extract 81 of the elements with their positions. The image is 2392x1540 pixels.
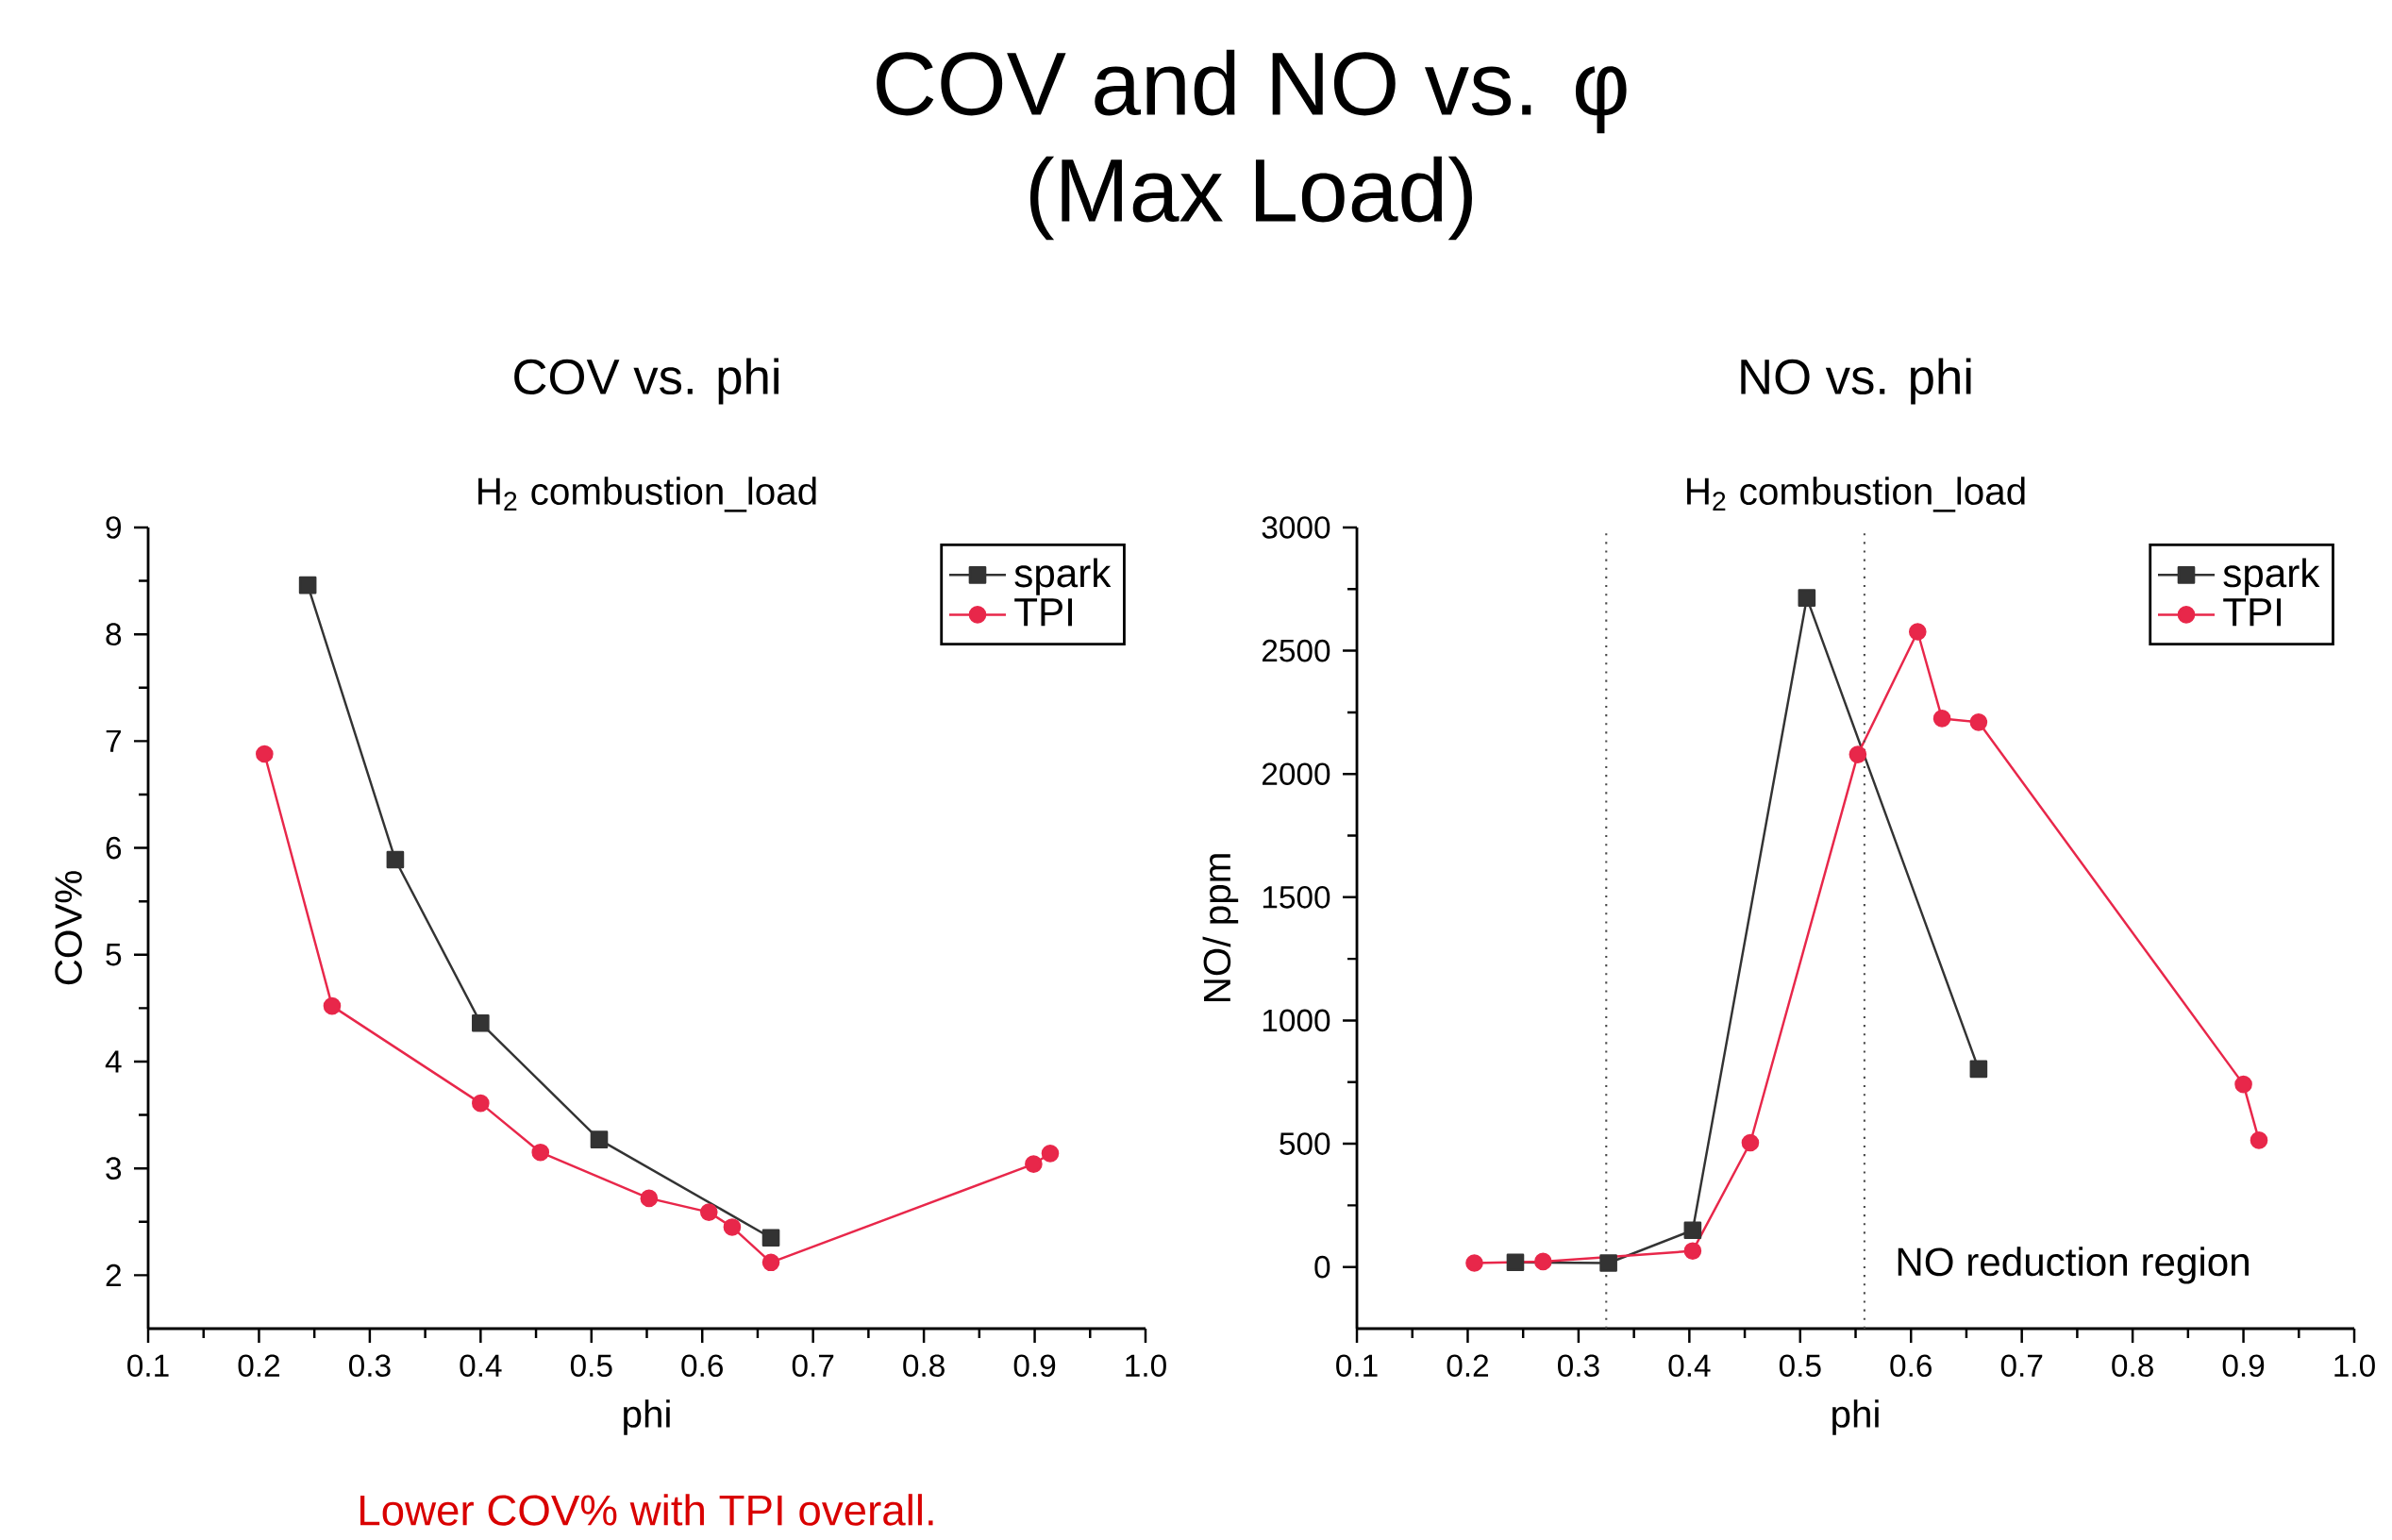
point (1798, 589, 1816, 608)
point (531, 1143, 550, 1162)
y-axis-title: COV% (55, 871, 82, 985)
x-tick-label: 0.4 (460, 1354, 502, 1378)
point (2250, 1131, 2268, 1149)
x-tick-label: 0.6 (1890, 1354, 1932, 1378)
y-tick-label: 1000 (1263, 1009, 1330, 1032)
y-tick-label: 5 (106, 944, 122, 966)
point (723, 1218, 742, 1236)
x-axis-title: phi (624, 1399, 670, 1435)
point (472, 1013, 490, 1032)
point (256, 745, 274, 763)
y-tick-label: 0 (1314, 1255, 1330, 1279)
y-tick-label: 3 (106, 1157, 122, 1180)
point (1683, 1221, 1702, 1240)
x-tick-label: 0.5 (570, 1354, 612, 1378)
point (323, 996, 342, 1015)
y-tick-label: 8 (106, 623, 122, 646)
point (1506, 1253, 1525, 1272)
point (761, 1229, 780, 1247)
legend-label: TPI (1014, 598, 1072, 627)
text: COV and NO vs. φ (877, 49, 1627, 134)
text: Lower COV% with TPI overall. (360, 1494, 933, 1526)
x-tick-label: 0.3 (1558, 1354, 1599, 1378)
point (761, 1253, 780, 1272)
ref-line-label: NO reduction region (1898, 1247, 2249, 1284)
point (2234, 1075, 2252, 1094)
x-axis-title: phi (1832, 1399, 1879, 1435)
point (1908, 623, 1927, 641)
x-tick-label: 0.5 (1779, 1354, 1821, 1378)
x-tick-label: 0.3 (349, 1354, 391, 1378)
x-tick-label: 0.1 (127, 1354, 169, 1378)
x-tick-label: 0.9 (2222, 1354, 2265, 1378)
y-tick-label: 2 (106, 1264, 121, 1287)
point (472, 1094, 490, 1113)
y-tick-label: 2500 (1262, 639, 1330, 662)
y-tick-label: 500 (1280, 1132, 1330, 1155)
point (1683, 1242, 1702, 1260)
text: (Max Load) (1029, 156, 1472, 241)
y-tick-label: 4 (105, 1050, 122, 1073)
y-tick-label: 3000 (1262, 516, 1330, 539)
point (386, 850, 405, 869)
x-tick-label: 0.8 (2112, 1354, 2153, 1378)
chart-title: COV vs. phi (514, 358, 778, 405)
point (590, 1130, 609, 1148)
point (1025, 1155, 1043, 1173)
point (1041, 1145, 1060, 1163)
x-tick-label: 0.9 (1013, 1354, 1056, 1378)
point (1534, 1252, 1552, 1271)
point (1848, 745, 1867, 763)
point (1969, 1060, 1988, 1079)
point (1599, 1254, 1617, 1272)
point (1932, 710, 1951, 728)
x-tick-label: 0.2 (238, 1354, 280, 1378)
point (640, 1189, 659, 1208)
chart-title: NO vs. phi (1741, 358, 1971, 405)
y-tick-label: 6 (106, 836, 122, 860)
point (1465, 1254, 1483, 1272)
y-axis-title: NO/ ppm (1202, 854, 1239, 1002)
point (298, 576, 317, 594)
x-tick-label: 0.4 (1668, 1354, 1711, 1378)
point (1969, 713, 1988, 731)
chart-subtitle: H$_{2}$ combustion_load (1687, 477, 2025, 512)
x-tick-label: 0.8 (903, 1354, 945, 1378)
x-tick-label: 1.0 (2334, 1354, 2375, 1378)
chart-subtitle: H$_{2}$ combustion_load (478, 477, 816, 512)
y-tick-label: 7 (106, 729, 121, 752)
x-tick-label: 1.0 (1126, 1354, 1166, 1378)
x-tick-label: 0.7 (792, 1354, 834, 1378)
point (699, 1203, 718, 1221)
y-tick-label: 1500 (1263, 886, 1330, 909)
legend-label: spark (1014, 558, 1112, 595)
legend-label: spark (2223, 558, 2320, 595)
y-tick-label: 2000 (1262, 762, 1330, 786)
x-tick-label: 0.1 (1336, 1354, 1378, 1378)
x-tick-label: 0.7 (2000, 1354, 2043, 1378)
x-tick-label: 0.6 (681, 1354, 723, 1378)
x-tick-label: 0.2 (1447, 1354, 1489, 1378)
point (1741, 1133, 1760, 1152)
legend-label: TPI (2223, 598, 2281, 627)
y-tick-label: 9 (106, 516, 121, 539)
